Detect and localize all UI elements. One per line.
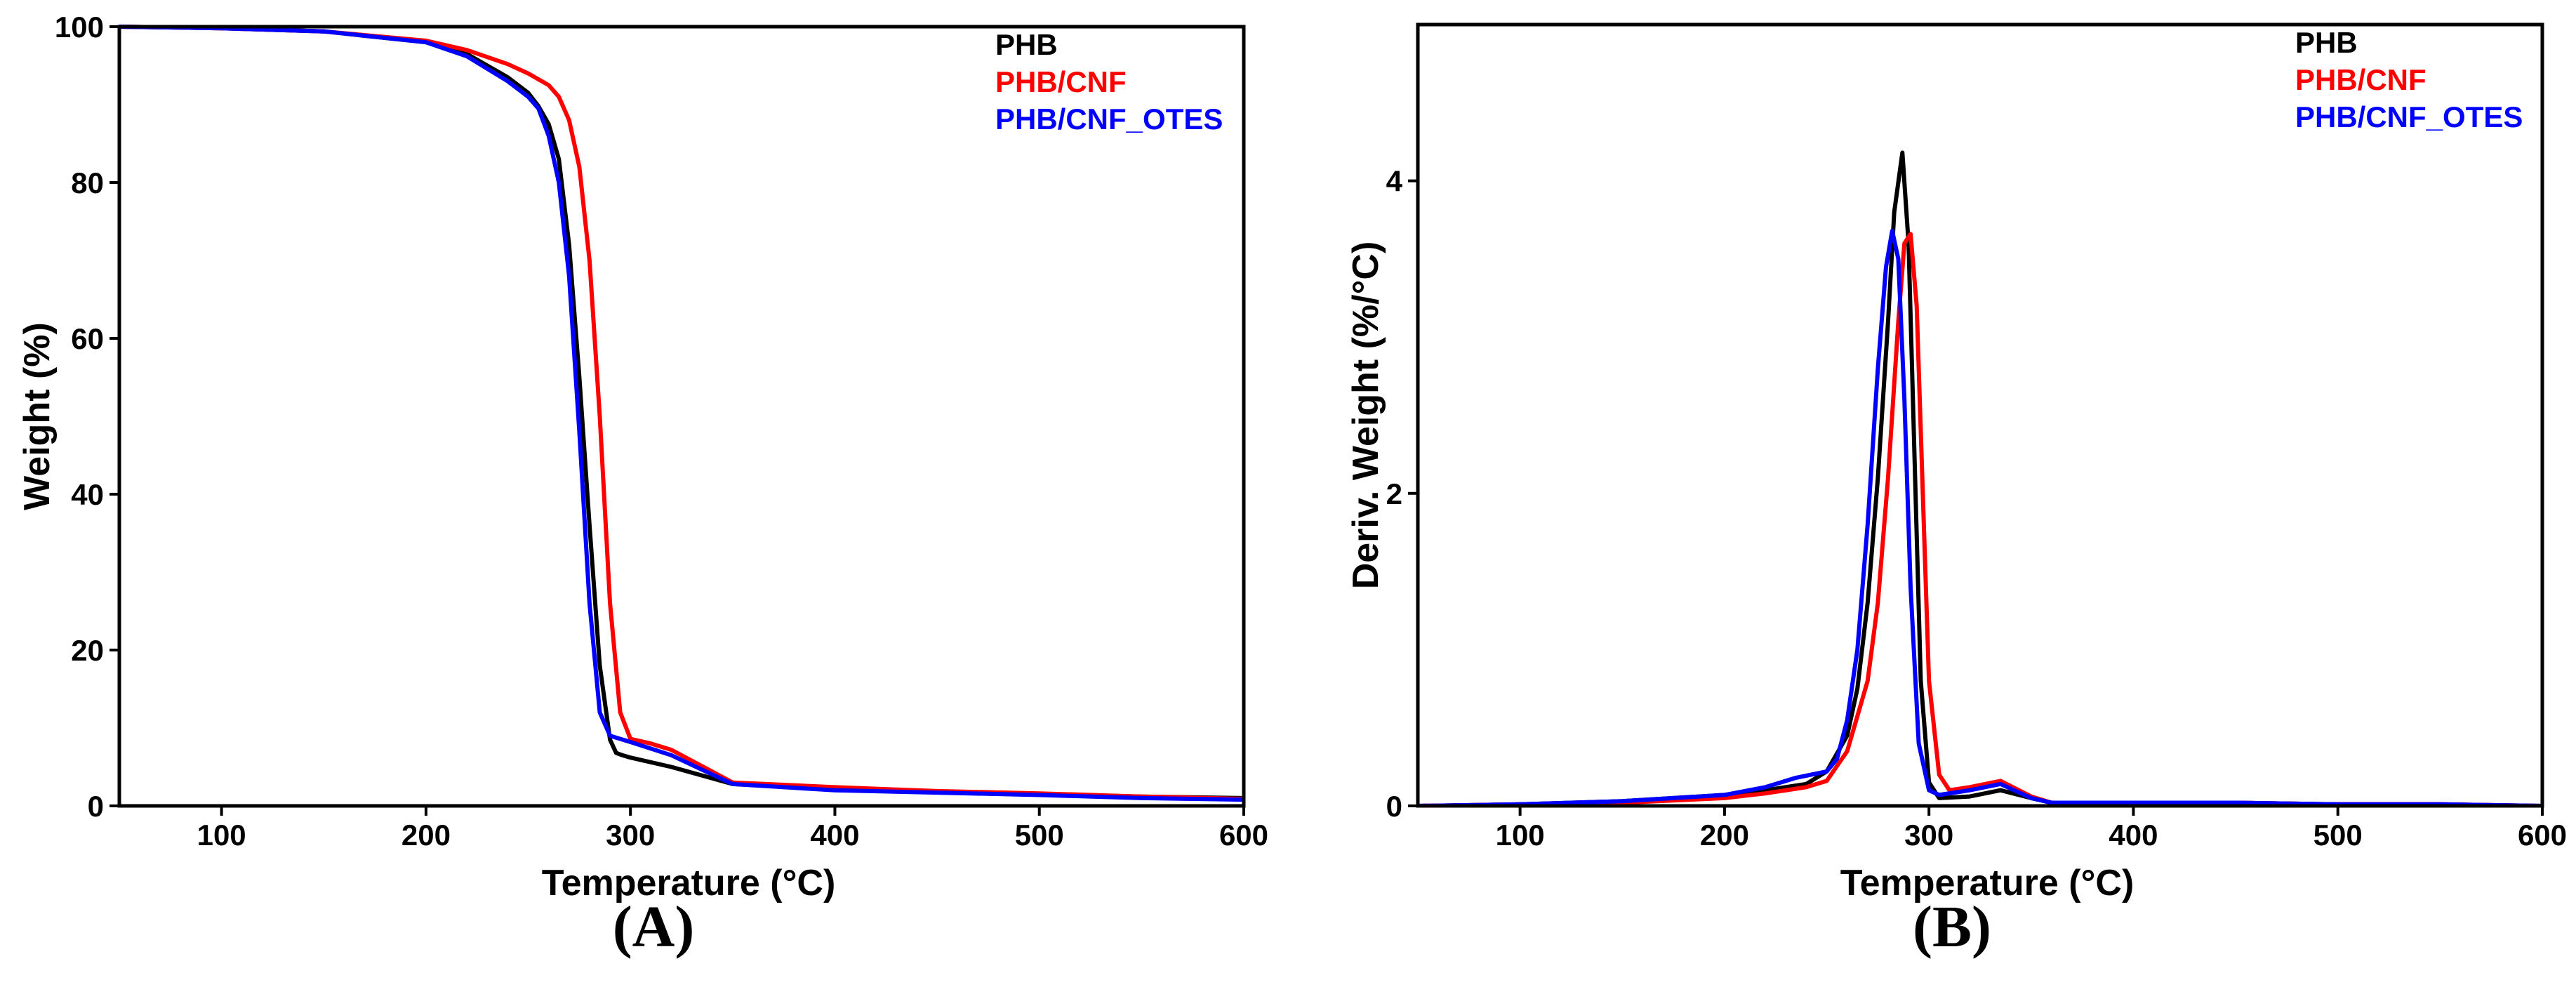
- series-line-phb-cnf: [119, 25, 1244, 801]
- legend-entry-phb-cnf: PHB/CNF: [2295, 63, 2426, 96]
- x-tick-label: 300: [606, 819, 655, 852]
- y-tick-label: 80: [71, 166, 104, 199]
- series-line-phb-cnf-otes: [1418, 228, 2542, 806]
- x-tick-label: 200: [401, 819, 451, 852]
- x-tick-label: 300: [1904, 819, 1953, 852]
- y-tick-label: 0: [1386, 790, 1402, 823]
- panel-label: (A): [613, 894, 695, 960]
- plot-frame: [117, 25, 1246, 808]
- x-tick-label: 500: [1015, 819, 1064, 852]
- y-tick-label: 2: [1386, 477, 1402, 510]
- y-tick-label: 60: [71, 322, 104, 355]
- series-line-phb: [119, 25, 1244, 800]
- x-tick-label: 600: [2518, 819, 2567, 852]
- y-axis-title: Weight (%): [17, 322, 58, 510]
- plot-frame: [1416, 22, 2544, 808]
- series-lines: [1418, 150, 2542, 806]
- series-line-phb: [1418, 150, 2542, 806]
- x-axis-title: Temperature (°C): [542, 863, 836, 903]
- panel-b-derivative-chart: 100 200 300 400 500 600 0 2 4 Temperature (°C) Der…: [1346, 22, 2567, 960]
- panel-label: (B): [1913, 894, 1991, 960]
- series-lines: [119, 25, 1244, 802]
- legend-entry-phb-cnf: PHB/CNF: [995, 65, 1127, 98]
- legend-entry-phb-cnf-otes: PHB/CNF_OTES: [2295, 100, 2523, 133]
- y-tick-label: 0: [88, 790, 104, 823]
- series-line-phb-cnf: [1418, 232, 2542, 806]
- x-tick-label: 600: [1219, 819, 1268, 852]
- series-line-phb-cnf-otes: [119, 25, 1244, 802]
- legend-entry-phb-cnf-otes: PHB/CNF_OTES: [995, 102, 1223, 135]
- panel-a-weight-chart: 100 200 300 400 500 600 0 20 40 60 80 100 Temperatur…: [17, 11, 1268, 960]
- y-tick-label: 4: [1386, 165, 1403, 198]
- x-tick-label: 200: [1700, 819, 1749, 852]
- legend-entry-phb: PHB: [995, 28, 1058, 61]
- x-tick-label: 100: [1496, 819, 1545, 852]
- y-axis-title: Deriv. Weight (%/°C): [1346, 241, 1386, 590]
- x-tick-label: 500: [2313, 819, 2363, 852]
- y-tick-label: 100: [55, 11, 104, 44]
- legend-entry-phb: PHB: [2295, 26, 2358, 59]
- y-tick-label: 40: [71, 478, 104, 511]
- x-tick-label: 100: [197, 819, 246, 852]
- x-tick-label: 400: [810, 819, 859, 852]
- y-tick-label: 20: [71, 634, 104, 667]
- x-axis-title: Temperature (°C): [1840, 863, 2135, 903]
- x-tick-label: 400: [2109, 819, 2158, 852]
